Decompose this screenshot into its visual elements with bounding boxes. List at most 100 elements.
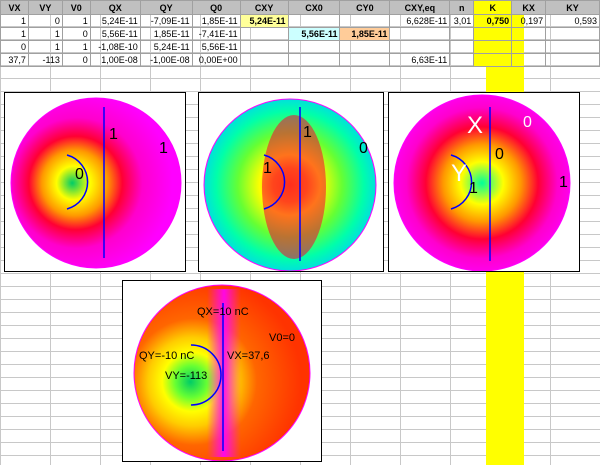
table-cell[interactable] (339, 40, 391, 54)
table-cell[interactable]: 5,24E-11 (139, 40, 193, 54)
plot-disk (393, 94, 571, 271)
field-label: QY=-10 nC (139, 350, 194, 362)
potential-band (207, 289, 241, 457)
table-cell[interactable]: 1 (61, 14, 91, 28)
table-cell[interactable] (511, 40, 547, 54)
table-cell[interactable] (473, 53, 513, 67)
header-cell[interactable]: CY0 (339, 0, 391, 15)
table-cell[interactable]: 1,85E-11 (139, 27, 193, 41)
table-cell[interactable]: 5,24E-11 (239, 14, 289, 28)
table-cell[interactable]: -1,00E-08 (139, 53, 193, 67)
table-cell[interactable]: 1 (61, 40, 91, 54)
field-label: 0 (75, 166, 84, 183)
field-label: 1 (263, 160, 272, 177)
table-cell[interactable] (511, 27, 547, 41)
table-cell[interactable]: 0,593 (545, 14, 600, 28)
table-cell[interactable] (239, 53, 289, 67)
table-cell[interactable] (473, 40, 513, 54)
table-cell[interactable] (287, 14, 341, 28)
header-cell[interactable]: QY (139, 0, 193, 15)
table-cell[interactable]: 1,85E-11 (191, 14, 241, 28)
table-cell[interactable] (239, 27, 289, 41)
header-cell[interactable]: CXY (239, 0, 289, 15)
field-label: 1 (469, 180, 478, 197)
table-cell[interactable]: -7,09E-11 (139, 14, 193, 28)
table-cell[interactable]: 0,197 (511, 14, 547, 28)
table-cell[interactable] (545, 27, 600, 41)
field-label: VY=-113 (165, 370, 207, 382)
table-cell[interactable]: 5,56E-11 (89, 27, 141, 41)
table-cell[interactable] (339, 14, 391, 28)
table-cell[interactable]: -113 (27, 53, 63, 67)
table-row: 1 0 1 5,24E-11 -7,09E-11 1,85E-11 5,24E-… (0, 14, 600, 28)
electrode-y-arc (263, 154, 286, 210)
table-cell[interactable] (545, 53, 600, 67)
table-cell[interactable]: 5,56E-11 (287, 27, 341, 41)
table-cell[interactable] (239, 40, 289, 54)
field-label: 0 (495, 146, 504, 163)
header-cell[interactable]: CX0 (287, 0, 341, 15)
table-cell[interactable]: 1 (0, 14, 29, 28)
field-label: 1 (109, 126, 118, 143)
table-cell[interactable]: -7,41E-11 (191, 27, 241, 41)
field-plot-panel-1[interactable]: 1 1 0 (4, 92, 186, 272)
field-plot-panel-4[interactable]: QX=10 nC V0=0 QY=-10 nC VX=37,6 VY=-113 (122, 280, 322, 462)
table-cell[interactable]: 0 (61, 27, 91, 41)
header-cell[interactable]: VY (27, 0, 63, 15)
field-label: 0 (359, 140, 368, 157)
table-cell[interactable]: 6,628E-11 (389, 14, 451, 28)
field-label: X (467, 112, 483, 139)
table-cell[interactable]: 0,00E+00 (191, 53, 241, 67)
table-cell[interactable] (545, 40, 600, 54)
field-plot-panel-2[interactable]: 1 0 1 (198, 92, 384, 272)
table-cell[interactable] (473, 27, 513, 41)
table-cell[interactable]: 0 (0, 40, 29, 54)
table-cell[interactable]: 0 (27, 14, 63, 28)
table-cell[interactable] (449, 40, 475, 54)
table-cell[interactable]: 1 (0, 27, 29, 41)
table-cell[interactable]: 0 (61, 53, 91, 67)
field-label: 1 (159, 140, 168, 157)
table-cell[interactable] (287, 53, 341, 67)
header-cell[interactable]: n (449, 0, 475, 15)
table-cell[interactable]: 1 (27, 40, 63, 54)
table-cell[interactable]: -1,08E-10 (89, 40, 141, 54)
table-cell[interactable] (287, 40, 341, 54)
table-cell[interactable]: 1 (27, 27, 63, 41)
table-cell[interactable] (389, 27, 451, 41)
field-label: 1 (303, 124, 312, 141)
table-cell[interactable]: 5,24E-11 (89, 14, 141, 28)
table-cell[interactable]: 1,00E-08 (89, 53, 141, 67)
header-cell[interactable]: KY (545, 0, 600, 15)
table-row: 0 1 1 -1,08E-10 5,24E-11 5,56E-11 (0, 40, 600, 54)
table-cell[interactable]: 37,7 (0, 53, 29, 67)
electrode-y-arc (66, 154, 89, 210)
header-cell[interactable]: K (473, 0, 513, 15)
table-cell[interactable] (511, 53, 547, 67)
header-row: VX VY V0 QX QY Q0 CXY CX0 CY0 CXY,eq n K… (0, 0, 600, 15)
table-cell[interactable]: 3,01 (449, 14, 475, 28)
header-cell[interactable]: KX (511, 0, 547, 15)
table-cell[interactable]: 6,63E-11 (389, 53, 451, 67)
data-table: VX VY V0 QX QY Q0 CXY CX0 CY0 CXY,eq n K… (0, 0, 600, 67)
header-cell[interactable]: Q0 (191, 0, 241, 15)
field-label: 1 (559, 174, 568, 191)
header-cell[interactable]: CXY,eq (389, 0, 451, 15)
table-cell[interactable]: 1,85E-11 (339, 27, 391, 41)
electrode-y-arc (190, 344, 222, 406)
field-label: V0=0 (269, 332, 295, 344)
header-cell[interactable]: VX (0, 0, 29, 15)
table-cell[interactable]: 0,750 (473, 14, 513, 28)
header-cell[interactable]: QX (89, 0, 141, 15)
plot-disk (10, 97, 182, 269)
field-plot-panel-3[interactable]: X 0 Y 0 1 1 (388, 92, 580, 272)
table-row: 37,7 -113 0 1,00E-08 -1,00E-08 0,00E+00 … (0, 53, 600, 67)
table-cell[interactable] (339, 53, 391, 67)
table-cell[interactable] (389, 40, 451, 54)
table-row: 1 1 0 5,56E-11 1,85E-11 -7,41E-11 5,56E-… (0, 27, 600, 41)
table-cell[interactable] (449, 53, 475, 67)
table-cell[interactable] (449, 27, 475, 41)
header-cell[interactable]: V0 (61, 0, 91, 15)
table-cell[interactable]: 5,56E-11 (191, 40, 241, 54)
electrode-y-arc (450, 154, 473, 210)
